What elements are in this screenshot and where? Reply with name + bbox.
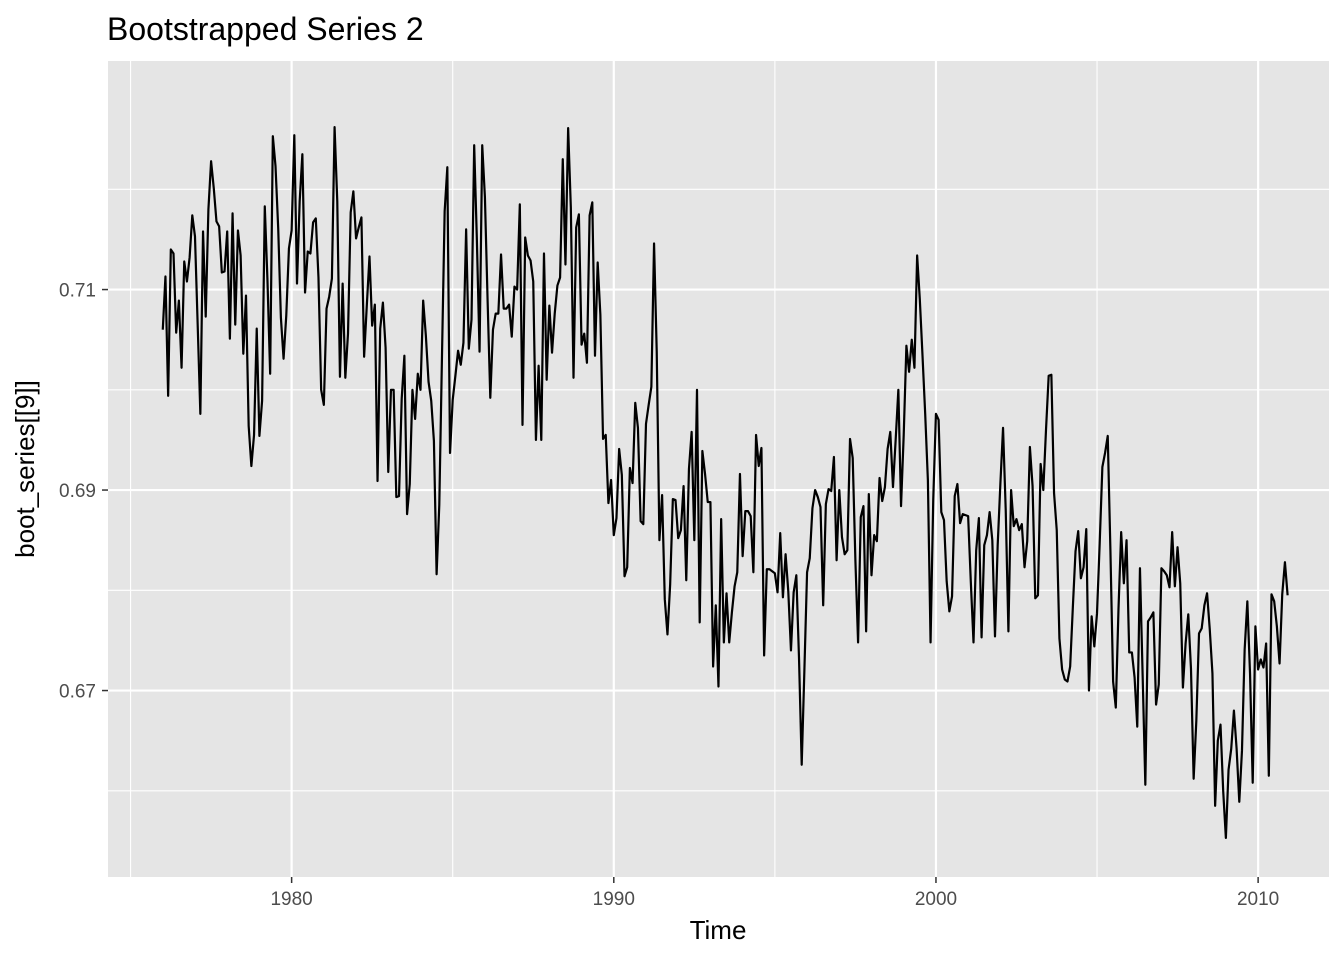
y-axis: 0.67 0.69 0.71 <box>59 281 108 703</box>
y-tick-label: 0.71 <box>59 281 96 302</box>
y-axis-label: boot_series[[9]] <box>10 380 40 558</box>
x-tick-label: 2010 <box>1237 889 1279 910</box>
plot-panel <box>108 61 1329 877</box>
y-tick-label: 0.69 <box>59 481 96 502</box>
x-tick-label: 1980 <box>270 889 312 910</box>
x-tick-label: 1990 <box>593 889 635 910</box>
series-line <box>161 126 1289 839</box>
y-tick-label: 0.67 <box>59 682 96 703</box>
x-axis: 1980 1990 2000 2010 <box>270 877 1279 910</box>
x-axis-label: Time <box>690 915 747 945</box>
chart-title: Bootstrapped Series 2 <box>107 11 424 47</box>
x-tick-label: 2000 <box>915 889 957 910</box>
grid-minor <box>108 61 1329 877</box>
